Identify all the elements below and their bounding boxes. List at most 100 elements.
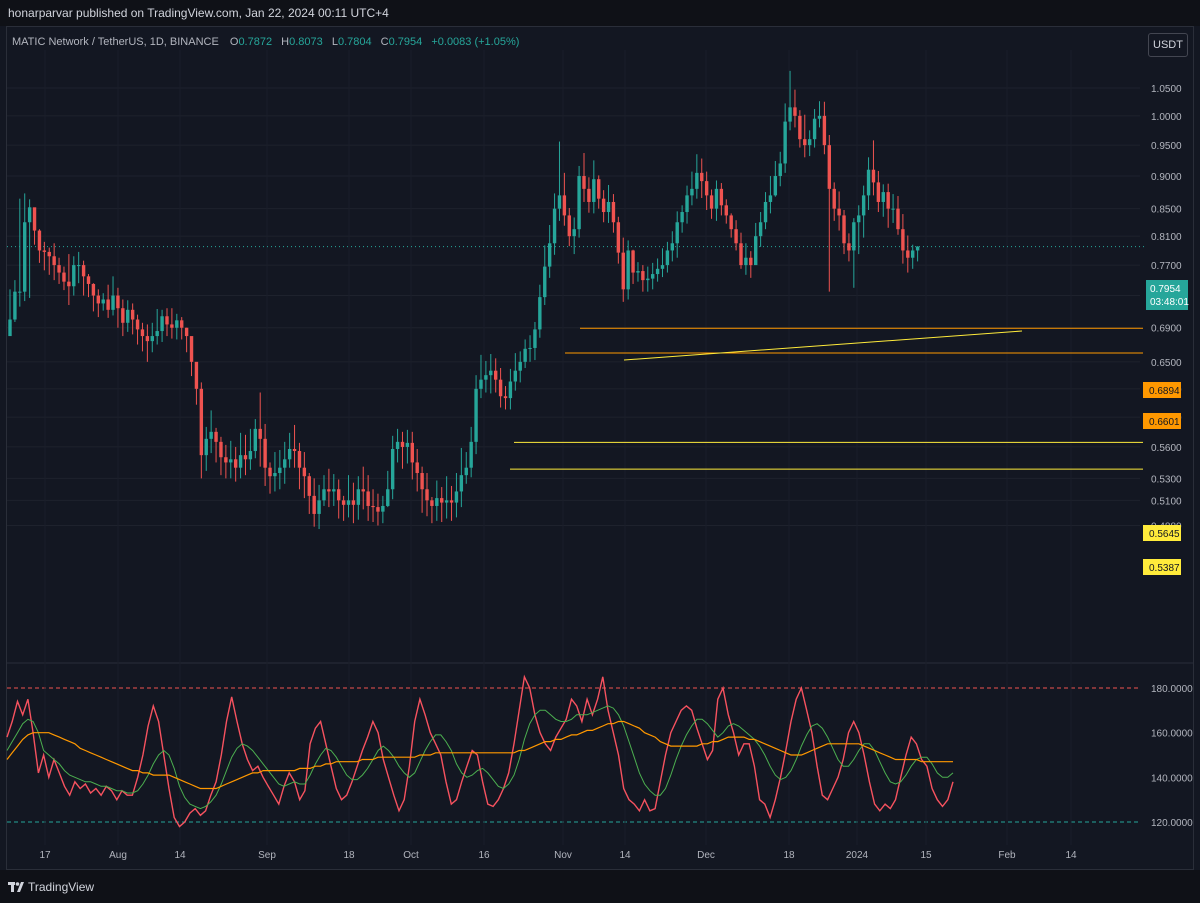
candle-body — [626, 250, 630, 290]
oscillator-tick-label: 140.0000 — [1151, 773, 1193, 784]
candle-body — [126, 309, 130, 323]
price-tick-label: 0.9000 — [1151, 172, 1182, 183]
price-tick-label: 0.6900 — [1151, 324, 1182, 335]
candle-body — [449, 500, 454, 503]
candle-body — [72, 265, 76, 287]
candle-body — [700, 172, 704, 182]
candle-body — [121, 308, 125, 323]
oscillator-main-line — [6, 674, 954, 828]
time-tick-label: Feb — [998, 850, 1016, 861]
candle-body — [533, 329, 537, 348]
candle-body — [165, 316, 169, 325]
candle-body — [484, 375, 488, 380]
candle-body — [493, 370, 498, 380]
candle-body — [106, 299, 110, 310]
candle-body — [444, 500, 449, 503]
candle-body — [91, 283, 96, 296]
currency-button[interactable]: USDT — [1148, 33, 1188, 57]
candle-body — [8, 319, 12, 337]
candle-body — [695, 172, 699, 189]
tag-0-6601: 0.6601 — [1143, 413, 1181, 429]
candle-body — [312, 495, 316, 514]
time-tick-label: Dec — [697, 850, 715, 861]
candle-body — [130, 309, 135, 320]
candle-body — [861, 195, 866, 216]
candle-body — [390, 448, 395, 490]
candle-body — [361, 489, 365, 492]
candle-body — [646, 278, 650, 281]
candle-body — [27, 207, 32, 223]
candle-body — [140, 329, 145, 337]
candle-body — [567, 215, 571, 237]
publish-info: honarparvar published on TradingView.com… — [8, 6, 389, 20]
low-label: L — [331, 36, 338, 48]
candle-body — [768, 195, 773, 202]
price-axis[interactable]: 1.0500 1.0000 0.9500 0.9000 0.8500 0.8100 0.77… — [1151, 84, 1182, 533]
price-tick-label: 0.7700 — [1151, 261, 1182, 272]
candle-body — [807, 139, 812, 146]
candle-body — [660, 265, 665, 269]
candle-body — [410, 442, 414, 463]
candle-body — [317, 500, 321, 514]
candle-body — [670, 243, 675, 251]
oscillator-axis[interactable]: 180.0000 160.0000 140.0000 120.0000 — [1151, 684, 1193, 829]
candle-body — [611, 201, 616, 223]
candle-body — [47, 251, 51, 257]
candle-body — [454, 491, 459, 503]
time-axis[interactable]: 17 Aug 14 Sep 18 Oct 16 Nov 14 Dec 18 2024 15 Feb 14 — [39, 850, 1077, 861]
tag-0-5645-text: 0.5645 — [1149, 529, 1180, 540]
price-tick-label: 0.6500 — [1151, 358, 1182, 369]
candle-body — [876, 182, 881, 202]
candle-body — [189, 336, 194, 362]
candle-body — [332, 489, 336, 492]
candle-body — [641, 271, 645, 281]
candle-body — [268, 467, 272, 477]
last-price-text: 0.7954 — [1150, 284, 1181, 295]
time-tick-label: 14 — [1065, 850, 1077, 861]
candle-body — [842, 215, 846, 244]
tradingview-logo[interactable]: TradingView — [8, 880, 94, 894]
candle-body — [474, 388, 478, 442]
candle-body — [273, 473, 277, 477]
candle-body — [543, 266, 547, 298]
candle-body — [915, 246, 920, 251]
candle-body — [150, 336, 154, 342]
candle-body — [734, 229, 738, 244]
candle-body — [337, 489, 341, 501]
candle-body — [538, 297, 542, 330]
candle-body — [116, 295, 120, 309]
tag-0-6894: 0.6894 — [1143, 382, 1181, 398]
time-tick-label: Sep — [258, 850, 276, 861]
oscillator-slow-line — [6, 720, 953, 790]
candle-body — [812, 118, 817, 140]
candle-body — [194, 361, 199, 389]
candle-body — [783, 121, 787, 164]
candle-body — [214, 431, 218, 442]
candle-body — [430, 500, 434, 506]
candle-body — [881, 192, 885, 202]
oscillator-fast-line — [6, 705, 954, 810]
candle-body — [233, 459, 238, 468]
support-trendline[interactable] — [623, 330, 1023, 361]
candle-body — [253, 428, 257, 452]
oscillator-tick-label: 120.0000 — [1151, 818, 1193, 829]
time-tick-label: 15 — [920, 850, 932, 861]
candle-body — [405, 442, 410, 447]
candle-body — [650, 274, 655, 279]
time-tick-label: 16 — [478, 850, 490, 861]
candle-body — [763, 201, 768, 223]
time-tick-label: Aug — [109, 850, 127, 861]
candle-body — [523, 348, 527, 362]
candle-body — [469, 441, 473, 468]
candle-body — [135, 319, 140, 330]
candle-body — [23, 222, 27, 292]
candle-body — [528, 347, 532, 349]
candle-body — [76, 265, 81, 267]
candle-body — [552, 208, 557, 244]
symbol-title: MATIC Network / TetherUS, 1D, BINANCE — [12, 36, 219, 48]
oscillator-tick-label: 180.0000 — [1151, 684, 1193, 695]
candle-body — [832, 188, 836, 209]
candle-body — [817, 115, 822, 119]
candle-body — [911, 250, 915, 258]
